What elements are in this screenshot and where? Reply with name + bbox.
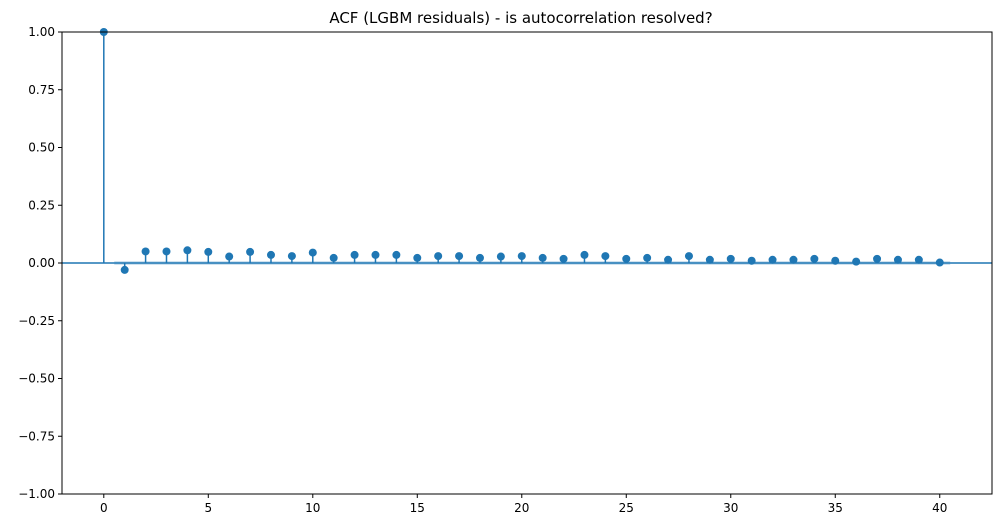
y-tick-label: 1.00 — [28, 25, 55, 39]
acf-point — [852, 258, 860, 266]
acf-point — [664, 256, 672, 264]
acf-point — [351, 251, 359, 259]
acf-point — [288, 252, 296, 260]
acf-point — [162, 247, 170, 255]
acf-point — [936, 259, 944, 267]
acf-point — [497, 253, 505, 261]
acf-point — [685, 252, 693, 260]
acf-point — [580, 251, 588, 259]
acf-point — [560, 255, 568, 263]
acf-point — [476, 254, 484, 262]
acf-point — [204, 248, 212, 256]
x-tick-label: 5 — [204, 501, 212, 515]
y-tick-label: 0.25 — [28, 198, 55, 212]
acf-point — [267, 251, 275, 259]
y-tick-label: −1.00 — [18, 487, 55, 501]
x-axis-ticks: 0 5 10 15 20 25 30 35 40 — [100, 494, 947, 515]
acf-point — [183, 246, 191, 254]
acf-point — [769, 256, 777, 264]
y-tick-label: −0.75 — [18, 429, 55, 443]
x-tick-label: 0 — [100, 501, 108, 515]
acf-point — [873, 255, 881, 263]
acf-point — [748, 257, 756, 265]
y-tick-label: 0.75 — [28, 83, 55, 97]
acf-point — [142, 247, 150, 255]
y-tick-label: 0.50 — [28, 141, 55, 155]
stem-layer — [104, 32, 940, 270]
acf-point — [831, 257, 839, 265]
y-tick-label: −0.25 — [18, 314, 55, 328]
acf-point — [413, 254, 421, 262]
x-tick-label: 10 — [305, 501, 320, 515]
acf-point — [706, 256, 714, 264]
chart-title: ACF (LGBM residuals) - is autocorrelatio… — [329, 9, 712, 27]
acf-point — [455, 252, 463, 260]
acf-point — [434, 252, 442, 260]
x-tick-label: 20 — [514, 501, 529, 515]
marker-layer — [100, 28, 944, 274]
acf-point — [225, 253, 233, 261]
acf-point — [309, 249, 317, 257]
acf-point — [622, 255, 630, 263]
acf-point — [518, 252, 526, 260]
acf-point — [539, 254, 547, 262]
acf-point — [789, 256, 797, 264]
acf-point — [246, 248, 254, 256]
acf-point — [371, 251, 379, 259]
x-tick-label: 15 — [410, 501, 425, 515]
y-axis-ticks: −1.00 −0.75 −0.50 −0.25 0.00 0.25 0.50 0.75 1.00 — [18, 25, 62, 501]
acf-point — [643, 254, 651, 262]
acf-point — [601, 252, 609, 260]
acf-point — [330, 254, 338, 262]
x-tick-label: 35 — [828, 501, 843, 515]
acf-point — [894, 256, 902, 264]
y-tick-label: −0.50 — [18, 372, 55, 386]
acf-point — [392, 251, 400, 259]
acf-point — [121, 266, 129, 274]
x-tick-label: 40 — [932, 501, 947, 515]
acf-point — [727, 255, 735, 263]
x-tick-label: 30 — [723, 501, 738, 515]
y-tick-label: 0.00 — [28, 256, 55, 270]
x-tick-label: 25 — [619, 501, 634, 515]
acf-point — [915, 256, 923, 264]
acf-point — [810, 255, 818, 263]
